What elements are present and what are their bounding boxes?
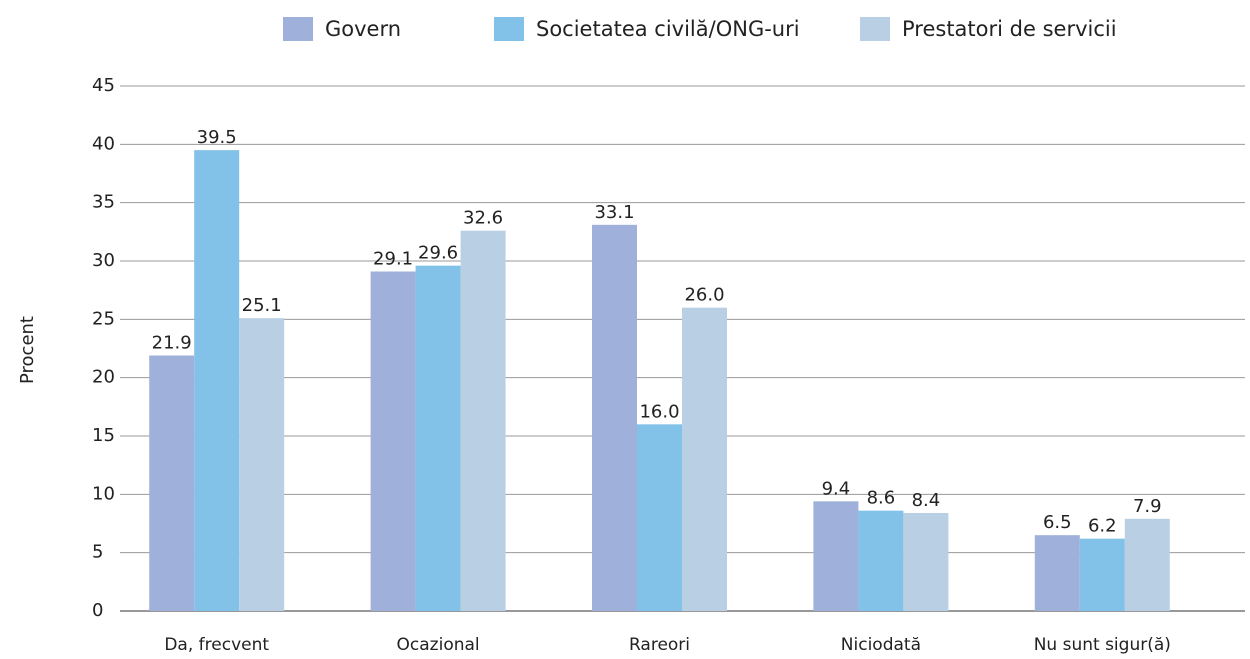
legend-swatch — [494, 17, 524, 41]
bar — [637, 424, 682, 611]
y-tick-label: 45 — [92, 75, 115, 96]
data-label: 32.6 — [463, 208, 503, 229]
y-tick-label: 15 — [92, 425, 115, 446]
x-tick-label: Nu sunt sigur(ă) — [1034, 635, 1171, 655]
data-label: 26.0 — [684, 285, 724, 306]
x-tick-label: Rareori — [629, 635, 690, 655]
y-axis-label: Procent — [17, 316, 38, 384]
data-label: 6.5 — [1043, 512, 1072, 533]
y-tick-label: 20 — [92, 367, 115, 388]
bar — [1034, 535, 1080, 611]
bar — [460, 230, 506, 611]
y-tick-label: 35 — [92, 192, 115, 213]
legend-label: Govern — [325, 17, 401, 41]
y-tick-label: 25 — [92, 308, 115, 329]
bar — [194, 150, 240, 611]
y-tick-label: 40 — [92, 133, 115, 154]
data-label: 25.1 — [242, 295, 282, 316]
bar — [682, 307, 727, 611]
legend-label: Societatea civilă/ONG-uri — [536, 17, 800, 41]
bar — [1124, 518, 1170, 611]
x-tick-label: Ocazional — [397, 635, 480, 655]
data-label: 21.9 — [152, 333, 192, 354]
legend-swatch — [283, 17, 313, 41]
bar — [813, 501, 859, 611]
data-label: 8.6 — [867, 488, 896, 509]
x-tick-label: Niciodată — [841, 635, 921, 655]
y-tick-label: 0 — [92, 600, 103, 621]
data-label: 39.5 — [197, 127, 237, 148]
bar — [858, 510, 904, 611]
bar — [415, 265, 461, 611]
bar — [1079, 538, 1125, 611]
y-tick-label: 5 — [92, 542, 103, 563]
data-label: 6.2 — [1088, 516, 1117, 537]
bar — [903, 513, 949, 611]
y-tick-label: 30 — [92, 250, 115, 271]
data-label: 8.4 — [912, 490, 941, 511]
legend-label: Prestatori de servicii — [902, 17, 1117, 41]
bar — [149, 355, 195, 611]
bar — [239, 318, 285, 611]
data-label: 29.6 — [418, 243, 458, 264]
y-tick-label: 10 — [92, 483, 115, 504]
data-label: 29.1 — [373, 249, 413, 270]
data-label: 7.9 — [1133, 496, 1162, 517]
x-tick-label: Da, frecvent — [164, 635, 269, 655]
bar — [370, 271, 416, 611]
data-label: 16.0 — [639, 401, 679, 422]
data-label: 9.4 — [822, 478, 851, 499]
data-label: 33.1 — [594, 202, 634, 223]
legend-swatch — [860, 17, 890, 41]
bar — [592, 224, 637, 612]
